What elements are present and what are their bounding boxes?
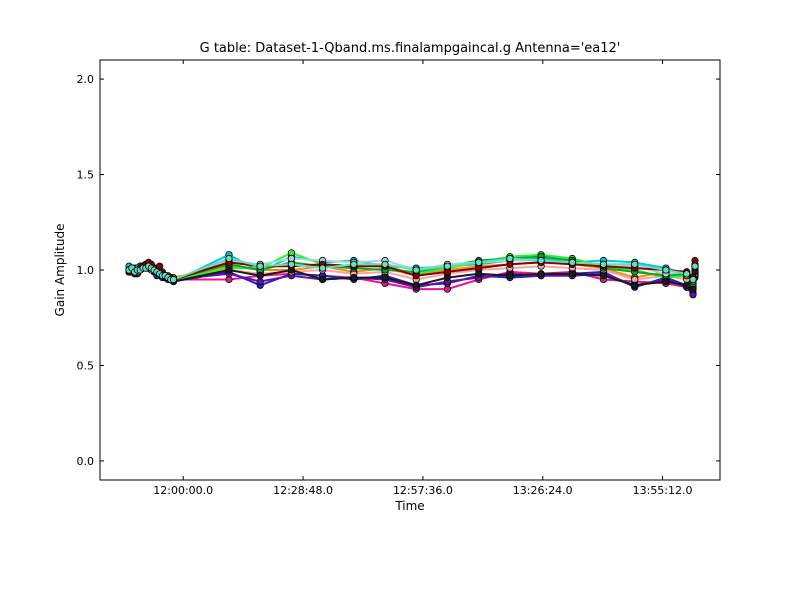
data-point xyxy=(662,266,670,274)
data-point xyxy=(169,275,178,284)
y-tick-label: 0.0 xyxy=(77,455,95,468)
data-point xyxy=(443,262,451,270)
data-point xyxy=(318,275,327,284)
axis-ticks: 12:00:00.0 12:28:48.0 12:57:36.0 13:26:24.0… xyxy=(77,60,720,497)
data-point xyxy=(683,270,691,278)
data-point xyxy=(568,258,576,266)
y-axis-label: Gain Amplitude xyxy=(53,224,67,317)
data-point xyxy=(506,254,514,263)
y-tick-label: 2.0 xyxy=(77,73,95,86)
data-point xyxy=(318,264,327,272)
data-point xyxy=(225,266,233,274)
data-point xyxy=(662,277,670,286)
data-point xyxy=(631,281,639,289)
data-point xyxy=(537,270,545,278)
data-point xyxy=(350,273,358,282)
data-point xyxy=(683,281,691,289)
data-point xyxy=(256,272,264,280)
data-point xyxy=(689,275,697,284)
data-point xyxy=(156,262,164,270)
data-point xyxy=(506,272,514,280)
data-point xyxy=(691,262,699,270)
data-point xyxy=(537,256,545,265)
x-tick-label: 12:28:48.0 xyxy=(273,484,333,497)
data-point xyxy=(475,258,483,266)
chart-title: G table: Dataset-1-Qband.ms.finalampgain… xyxy=(200,41,621,56)
y-tick-label: 1.5 xyxy=(77,169,95,182)
data-point xyxy=(256,262,264,270)
data-point xyxy=(599,272,608,280)
data-point xyxy=(225,254,233,263)
y-tick-label: 0.5 xyxy=(77,359,95,372)
x-tick-label: 12:57:36.0 xyxy=(393,484,453,497)
data-point xyxy=(631,260,639,268)
data-point xyxy=(412,281,420,289)
x-tick-label: 12:00:00.0 xyxy=(153,484,213,497)
plot-content xyxy=(125,249,699,299)
data-point xyxy=(412,266,420,274)
x-tick-label: 13:26:24.0 xyxy=(513,484,573,497)
data-point xyxy=(350,260,358,268)
data-point xyxy=(381,273,389,282)
data-point xyxy=(381,260,389,268)
data-point xyxy=(599,260,608,268)
data-point xyxy=(568,270,576,278)
x-tick-label: 13:55:12.0 xyxy=(633,484,693,497)
data-point xyxy=(689,285,697,293)
x-axis-label: Time xyxy=(394,499,424,513)
data-point xyxy=(287,260,295,268)
y-tick-label: 1.0 xyxy=(77,264,95,277)
